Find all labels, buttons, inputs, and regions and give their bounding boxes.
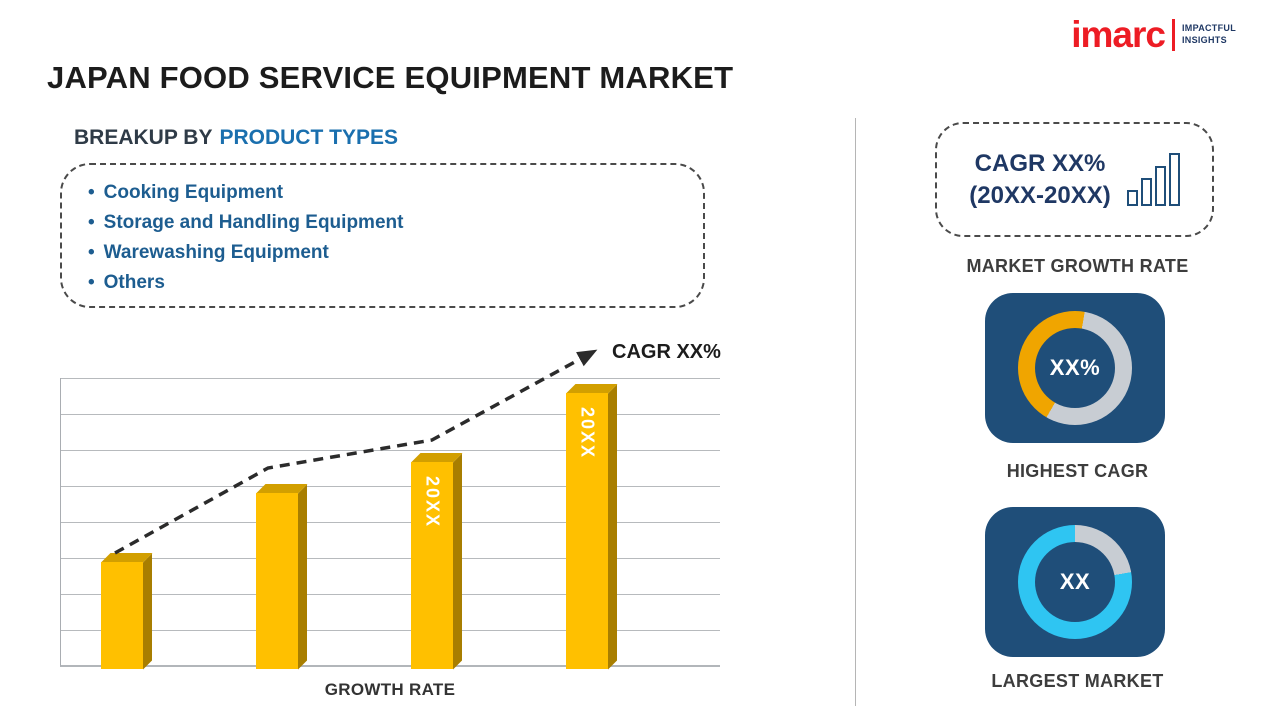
product-types-list: • Cooking Equipment • Storage and Handling… (88, 178, 677, 298)
cagr-period: (20XX-20XX) (969, 181, 1111, 209)
bar-chart-icon (1126, 153, 1180, 206)
highest-cagr-donut: XX% (1018, 311, 1132, 425)
logo-tagline-line1: IMPACTFUL (1181, 22, 1236, 33)
donut-hole: XX% (1035, 328, 1115, 408)
cagr-text: CAGR XX% (20XX-20XX) (969, 148, 1110, 210)
breakup-heading-prefix: BREAKUP BY (74, 126, 213, 149)
largest-market-label: LARGEST MARKET (991, 671, 1164, 691)
market-growth-rate-label: MARKET GROWTH RATE (966, 256, 1189, 276)
breakup-heading: BREAKUP BY PRODUCT TYPES (74, 126, 398, 150)
highest-cagr-value: XX% (1049, 355, 1101, 380)
chart-x-axis-label: GROWTH RATE (324, 680, 456, 699)
largest-market-donut: XX (1018, 525, 1132, 639)
chart-bar: 20XX (566, 384, 617, 669)
chart-bar (101, 553, 152, 669)
bullet-icon: • (88, 212, 95, 233)
page-title: JAPAN FOOD SERVICE EQUIPMENT MARKET (47, 60, 734, 95)
product-types-box: • Cooking Equipment • Storage and Handling… (60, 163, 705, 308)
list-item: • Storage and Handling Equipment (88, 208, 677, 238)
imarc-logo: imarc IMPACTFUL INSIGHTS (1071, 16, 1236, 53)
list-item: • Others (88, 268, 677, 298)
logo-divider (1171, 18, 1175, 51)
largest-market-card: XX (985, 507, 1165, 657)
chart-bars: 20XX 20XX (101, 384, 617, 669)
list-item: • Cooking Equipment (88, 178, 677, 208)
list-item-label: Storage and Handling Equipment (103, 212, 404, 233)
growth-rate-chart: 20XX 20XX CAGR XX% GROWTH RATE (60, 335, 721, 707)
imarc-logo-wordmark: imarc (1071, 14, 1166, 55)
bar-label: 20XX (577, 407, 598, 460)
largest-market-value: XX (1059, 569, 1091, 594)
bar-label: 20XX (422, 476, 443, 529)
logo-tagline: IMPACTFUL INSIGHTS (1182, 23, 1236, 46)
cagr-box: CAGR XX% (20XX-20XX) (935, 122, 1214, 237)
list-item-label: Others (103, 272, 165, 293)
cagr-value: CAGR XX% (974, 150, 1106, 178)
logo-tagline-line2: INSIGHTS (1181, 34, 1227, 45)
highest-cagr-label: HIGHEST CAGR (1006, 461, 1149, 481)
chart-bar: 20XX (411, 453, 462, 669)
list-item-label: Cooking Equipment (103, 182, 284, 203)
highest-cagr-card: XX% (985, 293, 1165, 443)
chart-bar (256, 484, 307, 669)
bullet-icon: • (88, 182, 95, 203)
breakup-heading-highlight: PRODUCT TYPES (219, 126, 398, 149)
donut-hole: XX (1035, 542, 1115, 622)
section-divider (855, 118, 856, 706)
bullet-icon: • (88, 272, 95, 293)
list-item-label: Warewashing Equipment (103, 242, 329, 263)
cagr-annotation: CAGR XX% (612, 341, 721, 363)
bullet-icon: • (88, 242, 95, 263)
list-item: • Warewashing Equipment (88, 238, 677, 268)
